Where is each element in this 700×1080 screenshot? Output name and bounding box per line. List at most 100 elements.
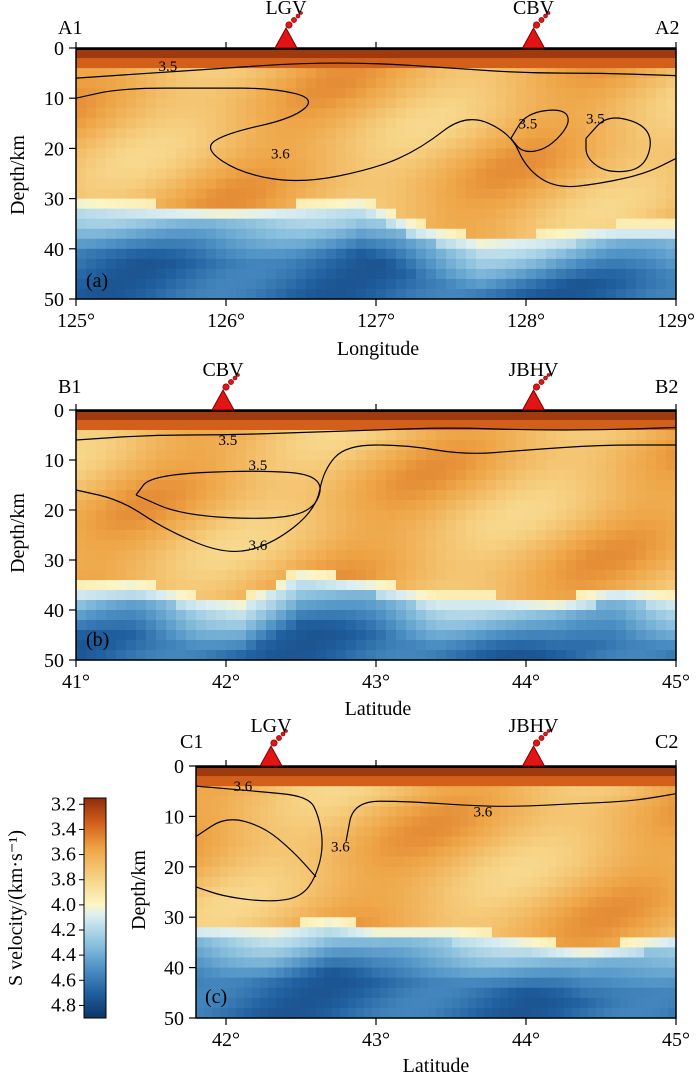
- velocity-cell: [586, 440, 597, 451]
- velocity-cell: [606, 480, 617, 491]
- velocity-cell: [508, 846, 517, 858]
- velocity-cell: [126, 218, 137, 230]
- velocity-cell: [276, 288, 287, 300]
- velocity-cell: [436, 288, 447, 300]
- velocity-cell: [524, 917, 533, 928]
- velocity-cell: [506, 118, 517, 129]
- velocity-cell: [516, 600, 527, 611]
- velocity-cell: [244, 866, 253, 878]
- velocity-cell: [606, 430, 617, 441]
- velocity-cell: [206, 158, 217, 170]
- velocity-cell: [580, 886, 589, 898]
- velocity-cell: [216, 480, 227, 491]
- velocity-cell: [156, 630, 167, 641]
- velocity-cell: [596, 897, 605, 908]
- velocity-cell: [386, 138, 397, 149]
- velocity-cell: [196, 886, 205, 898]
- velocity-cell: [326, 88, 337, 99]
- velocity-cell: [626, 490, 637, 501]
- velocity-cell: [546, 218, 557, 230]
- velocity-cell: [666, 520, 677, 531]
- velocity-cell: [626, 98, 637, 109]
- velocity-cell: [596, 520, 607, 531]
- velocity-cell: [256, 158, 267, 170]
- velocity-cell: [76, 158, 87, 170]
- velocity-cell: [532, 796, 541, 807]
- velocity-cell: [506, 600, 517, 611]
- velocity-cell: [596, 610, 607, 621]
- velocity-cell: [316, 88, 327, 99]
- velocity-cell: [486, 198, 497, 210]
- velocity-cell: [346, 148, 357, 160]
- velocity-cell: [364, 866, 373, 878]
- velocity-cell: [460, 927, 469, 938]
- velocity-cell: [606, 238, 617, 250]
- velocity-cell: [146, 450, 157, 461]
- velocity-cell: [446, 48, 457, 59]
- velocity-cell: [628, 836, 637, 848]
- velocity-cell: [536, 570, 547, 581]
- velocity-cell: [386, 650, 397, 661]
- velocity-cell: [666, 158, 677, 170]
- velocity-cell: [86, 58, 97, 69]
- velocity-cell: [226, 168, 237, 180]
- velocity-cell: [386, 480, 397, 491]
- velocity-cell: [564, 886, 573, 898]
- velocity-cell: [536, 138, 547, 149]
- velocity-cell: [668, 927, 677, 938]
- velocity-cell: [508, 897, 517, 908]
- velocity-cell: [628, 846, 637, 858]
- velocity-cell: [636, 278, 647, 290]
- velocity-cell: [126, 600, 137, 611]
- velocity-cell: [612, 917, 621, 928]
- velocity-cell: [476, 480, 487, 491]
- velocity-cell: [668, 937, 677, 949]
- velocity-cell: [406, 88, 417, 99]
- velocity-cell: [596, 560, 607, 571]
- velocity-cell: [296, 68, 307, 79]
- velocity-cell: [396, 620, 407, 631]
- velocity-cell: [380, 987, 389, 999]
- velocity-cell: [266, 148, 277, 160]
- velocity-cell: [316, 520, 327, 531]
- velocity-cell: [616, 158, 627, 170]
- velocity-cell: [626, 198, 637, 210]
- velocity-cell: [446, 410, 457, 421]
- velocity-cell: [476, 856, 485, 868]
- velocity-cell: [206, 128, 217, 139]
- velocity-cell: [236, 490, 247, 501]
- velocity-cell: [540, 947, 549, 959]
- velocity-cell: [126, 410, 137, 421]
- velocity-cell: [524, 937, 533, 949]
- velocity-cell: [296, 188, 307, 200]
- velocity-cell: [476, 947, 485, 959]
- x-tick-label: 127°: [357, 310, 395, 332]
- velocity-cell: [644, 937, 653, 949]
- velocity-cell: [646, 218, 657, 230]
- velocity-cell: [276, 118, 287, 129]
- velocity-cell: [206, 118, 217, 129]
- velocity-cell: [286, 268, 297, 280]
- velocity-cell: [668, 897, 677, 908]
- velocity-cell: [286, 58, 297, 69]
- velocity-cell: [596, 570, 607, 581]
- velocity-cell: [136, 128, 147, 139]
- velocity-cell: [336, 218, 347, 230]
- velocity-cell: [366, 248, 377, 260]
- velocity-cell: [572, 826, 581, 838]
- velocity-cell: [404, 897, 413, 908]
- velocity-cell: [588, 766, 597, 777]
- velocity-cell: [484, 796, 493, 807]
- velocity-cell: [196, 288, 207, 300]
- velocity-cell: [436, 510, 447, 521]
- velocity-cell: [426, 108, 437, 119]
- velocity-cell: [476, 897, 485, 908]
- velocity-cell: [316, 410, 327, 421]
- velocity-cell: [366, 570, 377, 581]
- velocity-cell: [396, 997, 405, 1009]
- velocity-cell: [420, 866, 429, 878]
- velocity-cell: [576, 610, 587, 621]
- velocity-cell: [536, 460, 547, 471]
- velocity-cell: [236, 470, 247, 481]
- velocity-cell: [456, 268, 467, 280]
